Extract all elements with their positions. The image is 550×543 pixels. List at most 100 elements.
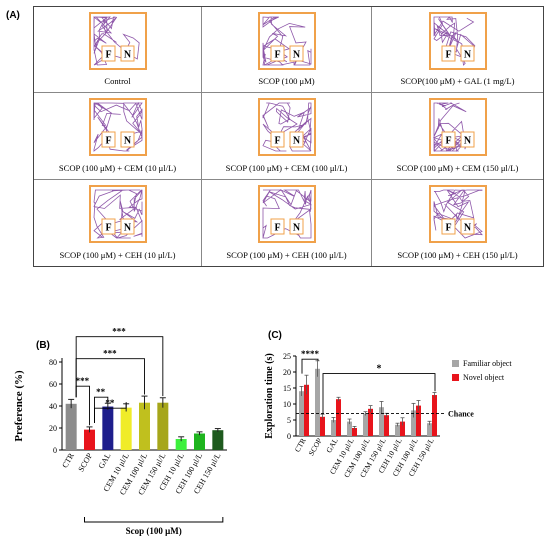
novel-object-label: N bbox=[293, 222, 301, 233]
bar bbox=[120, 407, 132, 450]
novel-object bbox=[460, 45, 474, 62]
familiar-bar bbox=[363, 413, 368, 436]
bar bbox=[212, 430, 224, 450]
group-label: Scop (100 μM) bbox=[126, 526, 182, 536]
familiar-bar bbox=[379, 407, 384, 436]
novel-object-label: N bbox=[463, 222, 471, 233]
cell-caption: SCOP (100 μM) + CEM (100 μl/L) bbox=[225, 162, 348, 173]
novel-object bbox=[289, 45, 304, 62]
x-tick-label: SCOP bbox=[307, 437, 324, 458]
novel-object bbox=[120, 131, 135, 148]
tracking-cell: F N SCOP (100 μM) + CEM (10 μl/L) bbox=[34, 93, 202, 180]
tracking-cell: F N SCOP (100 μM) + CEM (100 μl/L) bbox=[202, 93, 372, 180]
familiar-object-label: F bbox=[105, 50, 111, 61]
significance-label: ** bbox=[105, 398, 115, 408]
x-tick-label: GAL bbox=[324, 436, 340, 454]
novel-object-label: N bbox=[293, 136, 301, 147]
movement-track bbox=[262, 16, 312, 66]
y-tick-label: 5 bbox=[287, 416, 291, 425]
familiar-object-label: F bbox=[445, 136, 451, 147]
significance-label: *** bbox=[103, 349, 117, 359]
cell-caption: SCOP (100 μM) + CEH (100 μl/L) bbox=[226, 249, 347, 260]
familiar-bar bbox=[331, 420, 336, 436]
novel-bar bbox=[304, 384, 309, 436]
cell-caption: SCOP(100 μM) + GAL (1 mg/L) bbox=[400, 76, 515, 87]
familiar-object bbox=[441, 218, 455, 235]
novel-object-label: N bbox=[463, 136, 471, 147]
familiar-object-label: F bbox=[445, 50, 451, 61]
significance-bracket bbox=[75, 385, 90, 426]
novel-bar bbox=[416, 405, 421, 436]
y-tick-label: 0 bbox=[53, 446, 57, 455]
familiar-bar bbox=[315, 368, 320, 436]
cell-caption: SCOP (100 μM) bbox=[258, 76, 315, 87]
legend-label: Novel object bbox=[463, 373, 505, 382]
significance-label: ** bbox=[96, 387, 106, 397]
familiar-bar bbox=[395, 424, 400, 436]
novel-object-label: N bbox=[293, 50, 301, 61]
panel-c-label: (C) bbox=[268, 330, 282, 341]
familiar-object-label: F bbox=[274, 136, 280, 147]
novel-object-label: N bbox=[124, 50, 132, 61]
y-tick-label: 0 bbox=[287, 432, 291, 441]
novel-bar bbox=[368, 408, 373, 436]
bar bbox=[157, 402, 169, 450]
familiar-object bbox=[270, 131, 285, 148]
y-tick-label: 80 bbox=[49, 358, 57, 367]
y-tick-label: 40 bbox=[49, 402, 57, 411]
novel-object bbox=[460, 131, 474, 148]
y-axis-label: Preference (%) bbox=[13, 370, 25, 442]
significance-label: **** bbox=[301, 349, 320, 359]
novel-bar bbox=[400, 421, 405, 436]
movement-track bbox=[93, 16, 140, 66]
legend-swatch bbox=[452, 374, 459, 381]
familiar-object-label: F bbox=[105, 222, 111, 233]
significance-bracket bbox=[301, 358, 319, 374]
tracking-cell: F N SCOP (100 μM) + CEH (150 μl/L) bbox=[372, 180, 543, 266]
y-tick-label: 60 bbox=[49, 380, 57, 389]
familiar-object bbox=[441, 45, 455, 62]
cell-caption: SCOP (100 μM) + CEM (10 μl/L) bbox=[58, 162, 177, 173]
novel-object-label: N bbox=[124, 136, 132, 147]
novel-bar bbox=[320, 416, 325, 436]
familiar-object bbox=[441, 131, 455, 148]
tracking-cell: F N SCOP (100 μM) bbox=[202, 7, 372, 94]
novel-object-label: N bbox=[463, 50, 471, 61]
tracking-cell: F N SCOP(100 μM) + GAL (1 mg/L) bbox=[372, 7, 543, 94]
significance-label: * bbox=[377, 364, 382, 375]
tracking-cell: F N SCOP (100 μM) + CEH (100 μl/L) bbox=[202, 179, 372, 266]
familiar-object-label: F bbox=[274, 222, 280, 233]
familiar-bar bbox=[411, 410, 416, 436]
bar bbox=[102, 406, 114, 450]
bar bbox=[175, 439, 187, 450]
legend-swatch bbox=[452, 360, 459, 367]
movement-track bbox=[262, 188, 312, 238]
tracking-cell: F N Control bbox=[34, 7, 202, 94]
significance-bracket bbox=[75, 336, 164, 398]
familiar-object bbox=[270, 45, 285, 62]
y-tick-label: 15 bbox=[283, 384, 291, 393]
cell-caption: SCOP (100 μM) + CEH (150 μl/L) bbox=[397, 249, 518, 260]
novel-bar bbox=[336, 399, 341, 436]
novel-object bbox=[120, 45, 135, 62]
novel-object bbox=[289, 131, 304, 148]
novel-object bbox=[460, 218, 474, 235]
novel-object-label: N bbox=[124, 222, 132, 233]
significance-bracket bbox=[94, 402, 127, 424]
x-tick-label: CTR bbox=[293, 437, 308, 454]
chance-label: Chance bbox=[448, 410, 474, 419]
y-tick-label: 10 bbox=[283, 400, 291, 409]
y-tick-label: 25 bbox=[283, 352, 291, 361]
x-tick-label: CTR bbox=[60, 451, 76, 470]
arena-border bbox=[89, 98, 147, 157]
tracking-cell: F N SCOP (100 μM) + CEH (10 μl/L) bbox=[34, 179, 202, 266]
bar bbox=[194, 433, 205, 450]
